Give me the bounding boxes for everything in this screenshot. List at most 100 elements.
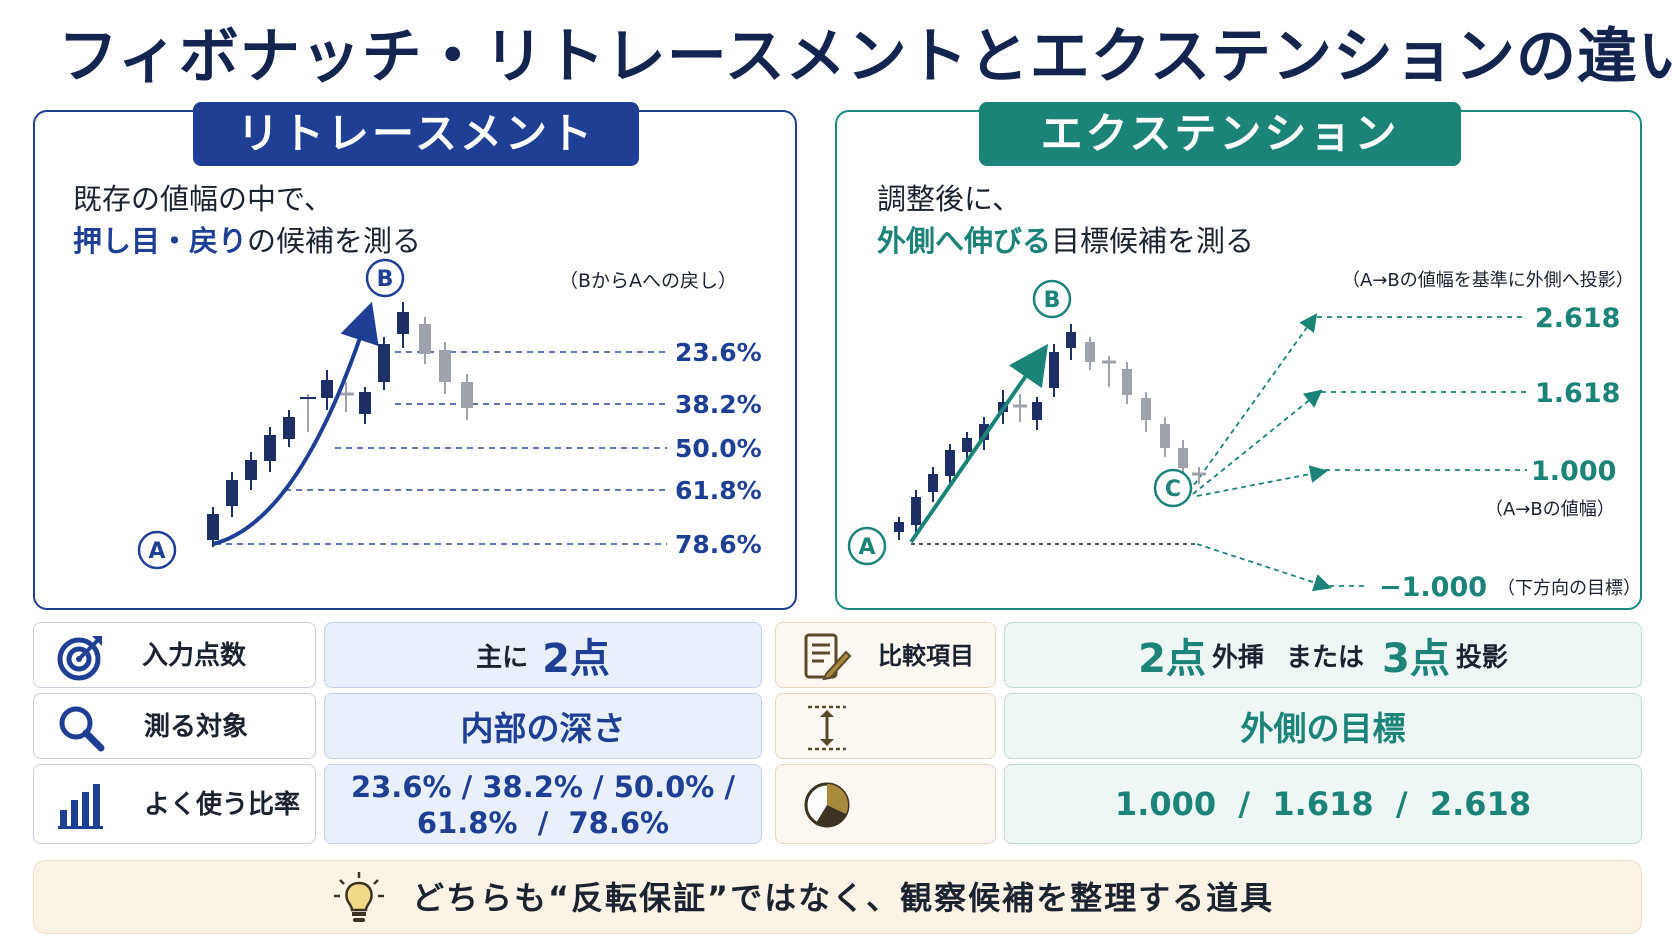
ext-measure-value: 外側の目標 — [1240, 709, 1406, 748]
footer-text: どちらも“反転保証”ではなく、観察候補を整理する道具 — [412, 879, 1275, 917]
projection-arrow-neg1000 — [1196, 543, 1332, 592]
candle — [1085, 342, 1095, 362]
candle — [1066, 332, 1076, 348]
row-measure-icon-cell — [775, 693, 996, 759]
retracement-desc-emphasis: 押し目・戻り — [73, 224, 248, 258]
projection-arrow-1000 — [1196, 465, 1329, 497]
candle — [962, 438, 972, 452]
retracement-panel: リトレースメント 既存の値幅の中で、 押し目・戻りの候補を測る （BからAへの戻… — [33, 102, 797, 610]
candle — [911, 497, 921, 525]
candle — [283, 417, 295, 439]
row-input-points-label: 入力点数 — [142, 641, 247, 671]
retracement-note: （BからAへの戻し） — [559, 270, 737, 292]
extension-badge: エクステンション — [979, 102, 1461, 166]
retracement-desc-line1: 既存の値幅の中で、 — [73, 182, 333, 216]
ext-level-neg-note: （下方向の目標） — [1497, 578, 1641, 599]
ret-ratios-line1: 23.6% / 38.2% / 50.0% / — [350, 770, 736, 804]
vertical-measure-icon — [808, 705, 846, 751]
document-pen-icon — [804, 633, 852, 681]
candle — [1049, 352, 1059, 388]
candle — [461, 382, 473, 408]
ext-compare-word2: 投影 — [1455, 642, 1508, 673]
row-ratio-ext-value: 1.000 / 1.618 / 2.618 — [1004, 764, 1642, 844]
ext-level-2618: 2.618 — [1535, 303, 1620, 334]
candle — [945, 450, 955, 476]
candle — [359, 392, 371, 414]
point-b-marker: B — [1032, 279, 1072, 319]
row-input-points-ret-value: 主に 2点 — [324, 622, 762, 688]
extension-desc-line1: 調整後に、 — [877, 182, 1022, 216]
pie-chart-icon — [804, 782, 850, 828]
ext-level-1618: 1.618 — [1535, 378, 1620, 409]
row-target-ret-value: 内部の深さ — [324, 693, 762, 759]
ret-input-count: 2点 — [542, 636, 610, 682]
candle — [207, 514, 219, 540]
candle — [397, 312, 409, 334]
svg-text:A: A — [148, 539, 165, 564]
ret-ratios-line2: 61.8% / 78.6% — [416, 806, 670, 840]
point-c-marker: C — [1153, 468, 1193, 508]
candle — [321, 380, 333, 398]
candle — [1160, 424, 1170, 448]
retracement-diagram: （BからAへの戻し） 23.6% 38.2% 50.0% 61.8% 78.6% — [137, 258, 762, 570]
retracement-desc-rest: の候補を測る — [247, 224, 422, 258]
ret-target-value: 内部の深さ — [460, 709, 626, 748]
point-a-marker: A — [137, 530, 177, 570]
candle — [264, 435, 276, 461]
extension-level-lines — [1317, 316, 1527, 587]
candle — [378, 344, 390, 382]
retracement-candles — [207, 302, 473, 547]
ret-level-618: 61.8% — [675, 476, 762, 505]
projection-arrow-1618 — [1192, 389, 1323, 495]
retracement-badge: リトレースメント — [193, 102, 639, 166]
ext-level-1000-note: （A→Bの値幅） — [1485, 499, 1615, 520]
extension-diagram: （A→Bの値幅を基準に外側へ投影） 2.618 1.618 1.000 −1.0… — [847, 270, 1641, 603]
extension-desc-emphasis: 外側へ伸びる — [877, 224, 1052, 258]
row-ratio-icon-cell — [775, 764, 996, 844]
retracement-up-arrow — [212, 301, 379, 546]
bar-chart-icon — [58, 784, 103, 829]
ret-level-236: 23.6% — [675, 338, 762, 367]
page-title: フィボナッチ・リトレースメントとエクステンションの違い — [58, 22, 1672, 92]
ext-ratio-value: 1.000 / 1.618 / 2.618 — [1114, 785, 1532, 823]
row-measure-ext-value: 外側の目標 — [1004, 693, 1642, 759]
lightbulb-icon — [334, 872, 384, 922]
projection-arrow-2618 — [1188, 313, 1318, 493]
ret-level-500: 50.0% — [675, 434, 762, 463]
row-input-points-label-cell: 入力点数 — [33, 622, 316, 688]
candle — [1122, 369, 1132, 395]
extension-desc-line2: 外側へ伸びる目標候補を測る — [877, 220, 1254, 262]
row-target-label-cell: 測る対象 — [33, 693, 316, 759]
candle — [419, 324, 431, 354]
ret-level-382: 38.2% — [675, 390, 762, 419]
row-target-label: 測る対象 — [144, 712, 249, 742]
extension-description: 調整後に、 外側へ伸びる目標候補を測る — [877, 178, 1254, 262]
candle — [245, 460, 257, 480]
svg-text:C: C — [1165, 477, 1181, 502]
row-compare-ext-value: 2点 外挿 または 3点 投影 — [1004, 622, 1642, 688]
ext-compare-word1: 外挿 — [1211, 642, 1264, 673]
ret-level-786: 78.6% — [675, 530, 762, 559]
candle — [1032, 402, 1042, 420]
candle — [928, 474, 938, 492]
ext-level-neg1000: −1.000 — [1379, 572, 1487, 603]
point-a-marker: A — [847, 526, 887, 566]
ext-level-1000: 1.000 — [1531, 456, 1616, 487]
row-compare-label-cell: 比較項目 — [775, 622, 996, 688]
retracement-description: 既存の値幅の中で、 押し目・戻りの候補を測る — [73, 178, 421, 262]
point-b-marker: B — [365, 258, 405, 298]
retracement-desc-line2: 押し目・戻りの候補を測る — [73, 220, 421, 262]
svg-text:B: B — [377, 267, 394, 292]
candle — [439, 350, 451, 382]
footer-banner: どちらも“反転保証”ではなく、観察候補を整理する道具 — [33, 860, 1642, 934]
row-compare-label: 比較項目 — [878, 642, 974, 670]
candle — [894, 522, 904, 532]
row-ratios-ret-value: 23.6% / 38.2% / 50.0% / 61.8% / 78.6% — [324, 764, 762, 844]
extension-note: （A→Bの値幅を基準に外側へ投影） — [1342, 270, 1634, 291]
ext-compare-mid: または — [1285, 642, 1364, 673]
candle — [1178, 448, 1188, 468]
candle — [979, 424, 989, 440]
extension-up-arrow — [909, 343, 1049, 544]
svg-text:A: A — [858, 535, 875, 560]
extension-panel: エクステンション 調整後に、 外側へ伸びる目標候補を測る （A→Bの値幅を基準に… — [835, 102, 1642, 610]
